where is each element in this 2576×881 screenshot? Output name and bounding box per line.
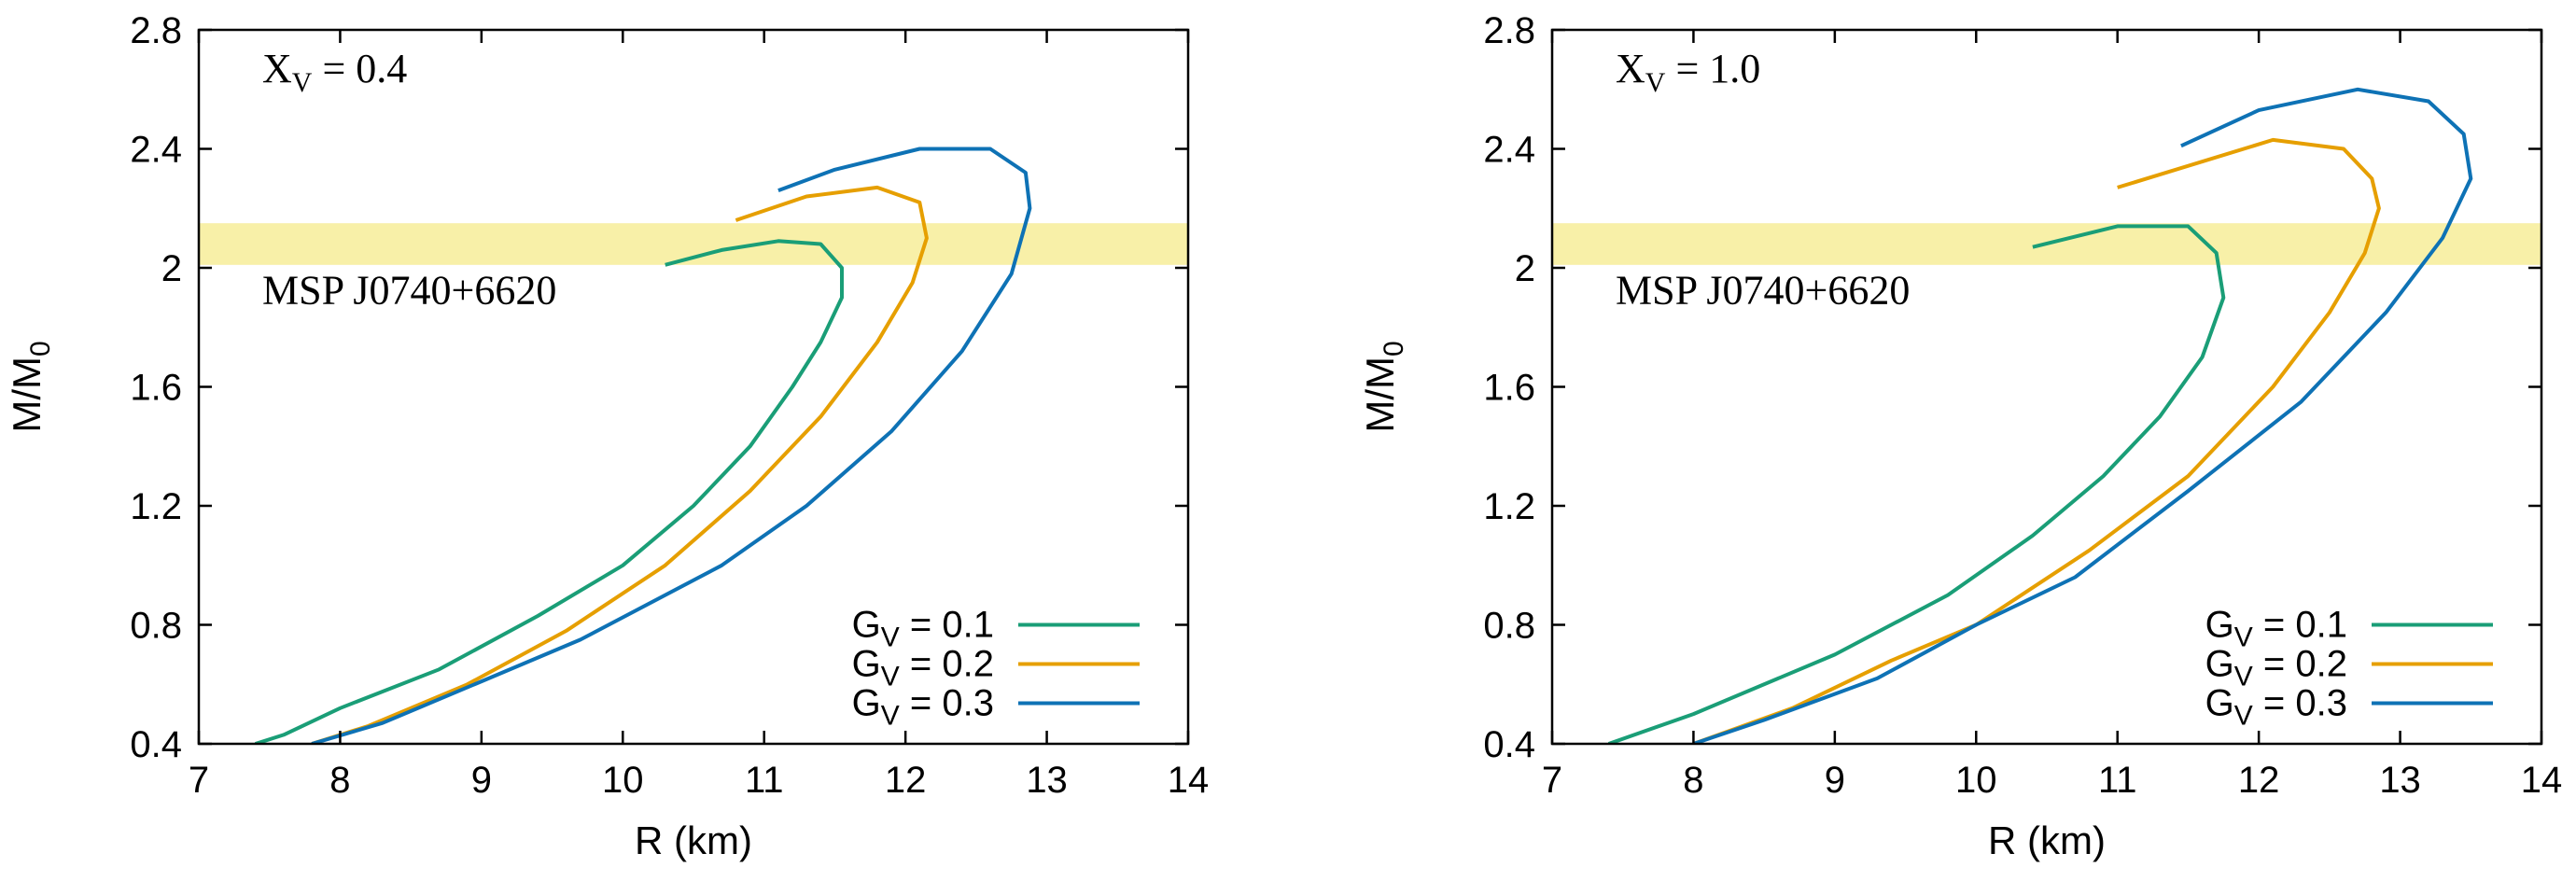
x-tick-label: 7	[189, 760, 209, 801]
y-tick-label: 0.4	[1483, 724, 1535, 765]
y-tick-label: 1.6	[130, 368, 182, 409]
y-axis-label: M/M0	[1358, 341, 1409, 432]
chart-panel-2: MSP J0740+6620 XV = 1.0 7 8 9 10 11 12 13 14 0.4 0.…	[1358, 10, 2562, 862]
legend-label: GV = 0.2	[2205, 644, 2347, 692]
legend-label: GV = 0.3	[852, 683, 994, 732]
series-line-gv-1	[254, 239, 844, 744]
x-tick-label: 13	[1026, 760, 1068, 801]
y-tick-label: 1.2	[130, 486, 182, 527]
series-line-gv-3	[1692, 87, 2473, 744]
x-tick-label: 12	[885, 760, 927, 801]
x-tick-label: 14	[2521, 760, 2563, 801]
x-tick-label: 7	[1542, 760, 1562, 801]
legend-entry: GV = 0.3	[2205, 683, 2493, 732]
legend-label: GV = 0.1	[2205, 605, 2347, 653]
x-tick-label: 8	[1683, 760, 1703, 801]
y-tick-label: 1.6	[1483, 368, 1535, 409]
x-tick-label: 8	[329, 760, 350, 801]
x-tick-label: 9	[1825, 760, 1845, 801]
band-label: MSP J0740+6620	[1616, 267, 1910, 313]
y-tick-label: 2	[1515, 248, 1535, 289]
panel-annotation: XV = 0.4	[262, 46, 407, 98]
x-tick-label: 9	[471, 760, 492, 801]
y-tick-label: 0.4	[130, 724, 182, 765]
x-tick-label: 14	[1168, 760, 1210, 801]
y-tick-label: 0.8	[130, 606, 182, 647]
x-tick-label: 10	[1955, 760, 1997, 801]
series-line-gv-3	[311, 147, 1032, 744]
y-tick-label: 2.4	[130, 130, 182, 171]
x-tick-label: 10	[602, 760, 644, 801]
legend-label: GV = 0.3	[2205, 683, 2347, 732]
y-tick-label: 1.2	[1483, 486, 1535, 527]
series-line-gv-2	[311, 185, 929, 744]
x-tick-label: 12	[2238, 760, 2280, 801]
y-tick-label: 0.8	[1483, 606, 1535, 647]
legend-entry: GV = 0.2	[2205, 644, 2493, 692]
legend-entry: GV = 0.2	[852, 644, 1140, 692]
y-tick-label: 2.4	[1483, 130, 1535, 171]
plot-frame	[1550, 28, 2543, 746]
band-label: MSP J0740+6620	[262, 267, 556, 313]
y-tick-label: 2.8	[1483, 10, 1535, 51]
series-line-gv-2	[1692, 137, 2381, 744]
legend-entry: GV = 0.1	[852, 605, 1140, 653]
legend-label: GV = 0.2	[852, 644, 994, 692]
panel-annotation: XV = 1.0	[1616, 46, 1760, 98]
x-tick-label: 11	[2098, 760, 2137, 801]
legend-entry: GV = 0.1	[2205, 605, 2493, 653]
x-tick-label: 11	[745, 760, 784, 801]
x-axis-label: R (km)	[1988, 818, 2106, 862]
legend-label: GV = 0.1	[852, 605, 994, 653]
y-tick-label: 2	[161, 248, 182, 289]
x-axis-label: R (km)	[635, 818, 752, 862]
y-tick-label: 2.8	[130, 10, 182, 51]
plot-frame	[197, 28, 1190, 746]
chart-panel-1: MSP J0740+6620 XV = 0.4 7 8 9 10 11 12 13 14 0.4 0.…	[5, 10, 1209, 862]
y-axis-label: M/M0	[5, 341, 56, 432]
series-line-gv-1	[1607, 224, 2226, 744]
x-tick-label: 13	[2379, 760, 2421, 801]
legend-entry: GV = 0.3	[852, 683, 1140, 732]
